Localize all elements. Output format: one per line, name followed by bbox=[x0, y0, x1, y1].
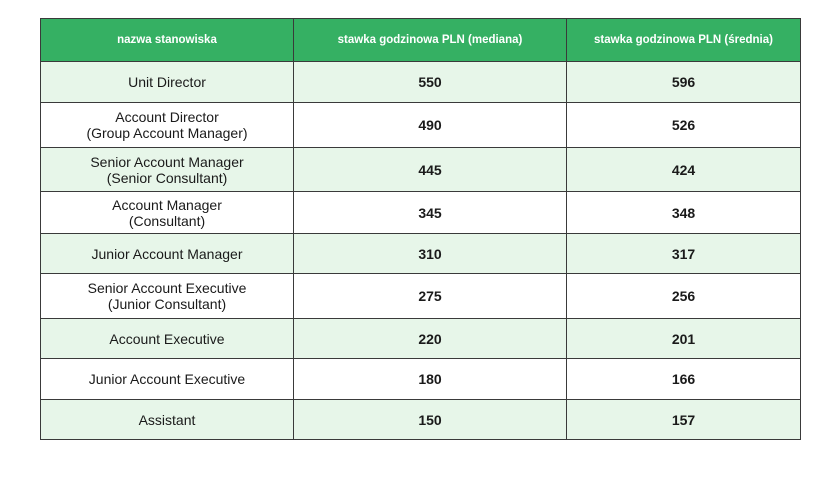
position-subtitle: (Senior Consultant) bbox=[106, 169, 228, 186]
position-cell: Assistant bbox=[40, 399, 294, 440]
header-row: nazwa stanowiska stawka godzinowa PLN (m… bbox=[40, 18, 801, 62]
median-rate-cell: 345 bbox=[293, 191, 567, 234]
position-cell: Senior Account Manager (Senior Consultan… bbox=[40, 147, 294, 192]
table-body: Unit Director 550 596 Account Director (… bbox=[40, 61, 801, 440]
mean-rate-cell: 317 bbox=[566, 233, 801, 274]
median-rate-cell: 275 bbox=[293, 273, 567, 319]
position-title: Senior Account Manager bbox=[90, 153, 244, 170]
table-row: Assistant 150 157 bbox=[40, 399, 801, 440]
mean-rate-cell: 166 bbox=[566, 358, 801, 400]
position-cell: Account Director (Group Account Manager) bbox=[40, 102, 294, 148]
median-rate-cell: 150 bbox=[293, 399, 567, 440]
position-subtitle: (Consultant) bbox=[128, 212, 206, 229]
position-title: Assistant bbox=[138, 411, 196, 428]
position-cell: Account Manager (Consultant) bbox=[40, 191, 294, 234]
median-rate-cell: 310 bbox=[293, 233, 567, 274]
median-rate-cell: 220 bbox=[293, 318, 567, 359]
table-row: Junior Account Manager 310 317 bbox=[40, 233, 801, 274]
table-row: Senior Account Manager (Senior Consultan… bbox=[40, 147, 801, 192]
position-title: Senior Account Executive bbox=[87, 280, 247, 296]
position-title: Junior Account Executive bbox=[88, 371, 246, 387]
mean-rate-cell: 201 bbox=[566, 318, 801, 359]
position-title: Unit Director bbox=[128, 74, 206, 90]
header-hourly-rate-mean: stawka godzinowa PLN (średnia) bbox=[566, 18, 801, 62]
position-cell: Account Executive bbox=[40, 318, 294, 359]
position-cell: Senior Account Executive (Junior Consult… bbox=[40, 273, 294, 319]
header-hourly-rate-median: stawka godzinowa PLN (mediana) bbox=[293, 18, 567, 62]
median-rate-cell: 490 bbox=[293, 102, 567, 148]
mean-rate-cell: 526 bbox=[566, 102, 801, 148]
table-row: Account Manager (Consultant) 345 348 bbox=[40, 191, 801, 234]
median-rate-cell: 445 bbox=[293, 147, 567, 192]
rates-table: nazwa stanowiska stawka godzinowa PLN (m… bbox=[40, 18, 801, 440]
position-cell: Unit Director bbox=[40, 61, 294, 103]
position-cell: Junior Account Executive bbox=[40, 358, 294, 400]
table-row: Account Director (Group Account Manager)… bbox=[40, 102, 801, 148]
position-cell: Junior Account Manager bbox=[40, 233, 294, 274]
mean-rate-cell: 348 bbox=[566, 191, 801, 234]
table-row: Account Executive 220 201 bbox=[40, 318, 801, 359]
position-subtitle: (Junior Consultant) bbox=[107, 296, 227, 312]
table-row: Senior Account Executive (Junior Consult… bbox=[40, 273, 801, 319]
table-header: nazwa stanowiska stawka godzinowa PLN (m… bbox=[40, 18, 801, 62]
header-position-name: nazwa stanowiska bbox=[40, 18, 294, 62]
position-title: Account Executive bbox=[109, 330, 225, 347]
position-title: Account Manager bbox=[112, 196, 222, 213]
position-title: Account Director bbox=[115, 109, 219, 125]
position-subtitle: (Group Account Manager) bbox=[86, 125, 248, 141]
median-rate-cell: 550 bbox=[293, 61, 567, 103]
mean-rate-cell: 157 bbox=[566, 399, 801, 440]
position-title: Junior Account Manager bbox=[91, 245, 243, 262]
table-row: Junior Account Executive 180 166 bbox=[40, 358, 801, 400]
mean-rate-cell: 424 bbox=[566, 147, 801, 192]
table-row: Unit Director 550 596 bbox=[40, 61, 801, 103]
mean-rate-cell: 256 bbox=[566, 273, 801, 319]
median-rate-cell: 180 bbox=[293, 358, 567, 400]
mean-rate-cell: 596 bbox=[566, 61, 801, 103]
